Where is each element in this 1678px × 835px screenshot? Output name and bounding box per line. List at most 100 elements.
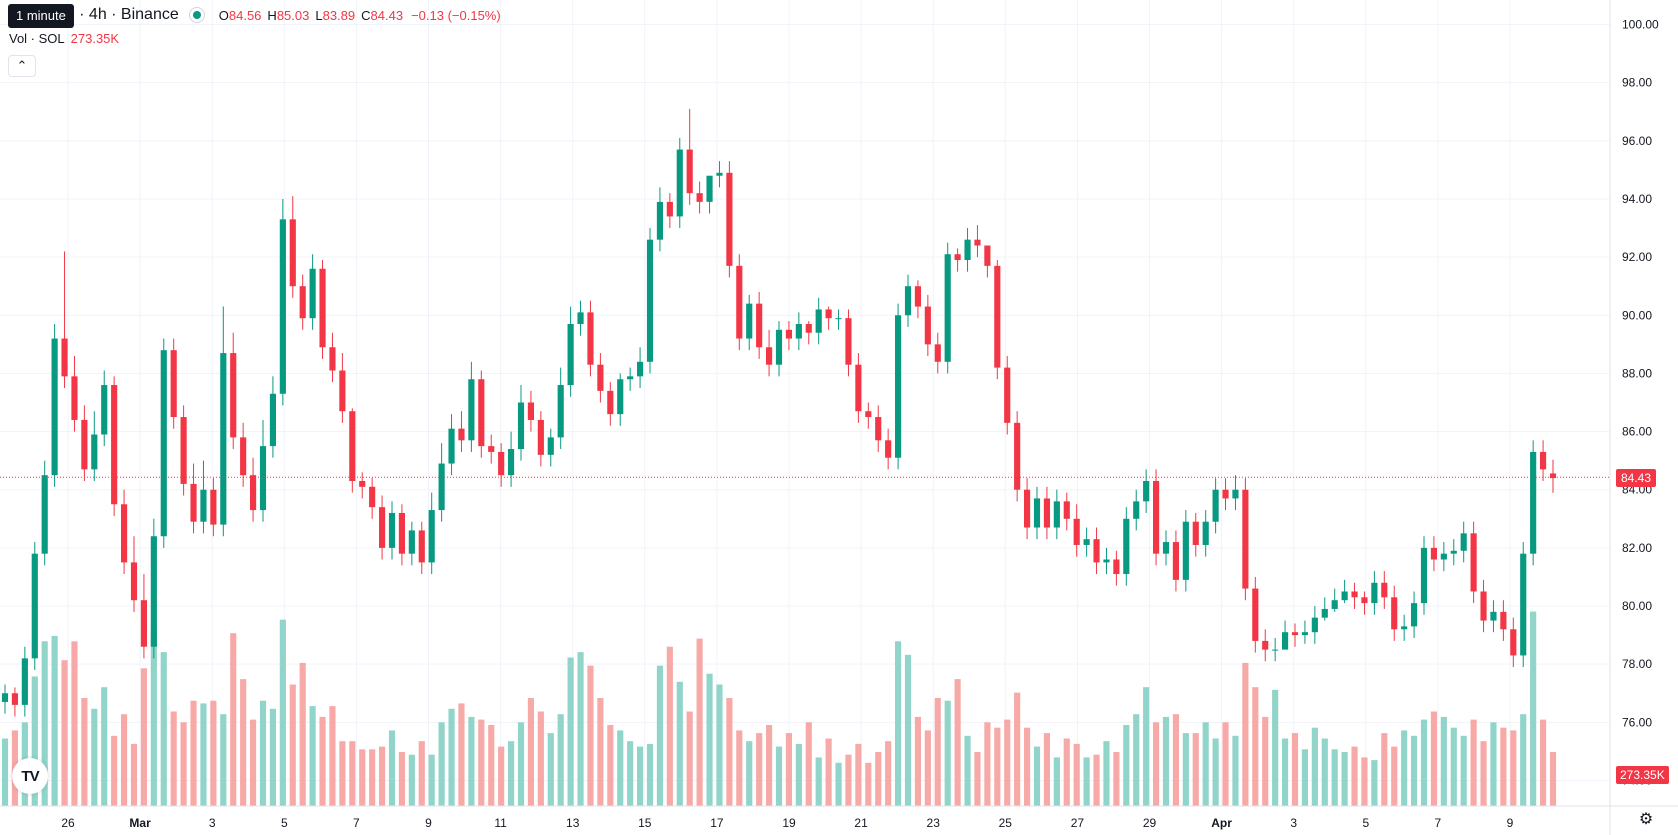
candle-body [1192,521,1199,545]
volume-bar [31,676,38,806]
volume-bar [656,665,663,806]
candle-body [21,658,28,705]
volume-bars [1,611,1557,806]
volume-bar [160,652,167,806]
low-key: L [315,7,323,23]
candle-body [974,239,981,246]
candle-body [61,338,68,377]
time-tick-label: 17 [710,816,724,830]
volume-bar [1520,714,1527,806]
time-tick-label: 7 [353,816,360,830]
open-value: 84.56 [228,7,262,23]
volume-bar [1311,727,1318,806]
volume-bar [1549,752,1557,806]
candle-body [329,347,336,371]
volume-bar [1321,738,1328,806]
candle-body [1321,608,1328,618]
volume-bar [726,698,733,806]
volume-bar [1162,716,1170,806]
candle-body [140,600,147,647]
candle-body [1549,473,1557,479]
candle-body [1291,632,1299,636]
candle-body [904,286,912,316]
candle-body [1123,518,1130,575]
candle-body [1490,611,1497,621]
candle-body [756,303,763,348]
volume-bar [121,714,128,806]
volume-label[interactable]: Vol · SOL [9,31,65,46]
volume-bar [895,641,902,806]
candle-body [964,239,971,261]
candle-body [11,693,18,705]
volume-bar [706,673,713,806]
time-axis[interactable]: 26 Mar 3 5 7 9 11 13 15 17 19 21 23 25 27 29 Apr 3 5 7 9 [0,805,1678,830]
price-tick-label: 76.00 [1622,715,1652,729]
candle-body [170,350,177,418]
candle-body [41,475,48,554]
candle-body [91,434,98,470]
candle-body [1182,521,1189,580]
candle-body [448,428,455,464]
volume-bar [1500,727,1507,806]
gear-icon[interactable]: ⚙ [1638,811,1654,828]
candle-body [468,379,475,441]
open-key: O [218,7,229,23]
volume-bar [468,716,475,806]
candle-body [1212,489,1219,522]
volume-bar [607,725,614,806]
candle-body [220,353,227,525]
volume-bar [1123,725,1130,806]
candle-body [240,437,247,476]
volume-bar [855,743,862,806]
time-tick-label: 3 [209,816,216,830]
volume-bar [666,646,673,806]
price-tick-label: 90.00 [1622,308,1652,322]
volume-bar [885,741,892,806]
volume-bar [408,754,415,806]
volume-bar [359,749,366,806]
candle-body [279,219,286,394]
volume-bar [696,638,703,806]
price-tick-label: 96.00 [1622,134,1652,148]
candle-body [627,376,634,380]
volume-bar [994,727,1001,806]
volume-bar [865,762,872,806]
candle-body [1470,533,1477,592]
candle-body [875,417,882,441]
candle-body [537,419,544,455]
tradingview-logo-icon[interactable]: TV [12,758,48,794]
volume-bar [1401,730,1408,806]
volume-bar [428,754,435,806]
volume-bar [1,738,9,806]
time-tick-label: Apr [1211,816,1232,830]
candle-body [527,402,534,420]
volume-bar [785,733,792,806]
volume-bar [438,722,445,806]
candle-body [557,385,564,438]
volume-value: 273.35K [70,31,120,46]
candle-body [1391,597,1398,630]
market-status-icon[interactable] [188,7,205,23]
candle-body [1520,553,1527,656]
candle-body [1043,498,1050,528]
collapse-legend-button[interactable]: ⌃ [8,55,36,77]
candle-body [567,324,574,386]
candle-body [865,411,872,418]
volume-bar [597,698,604,806]
price-axis[interactable]: 100.00 98.00 96.00 94.00 92.00 90.00 88.00 86.0… [1609,0,1659,835]
volume-bar [200,703,207,806]
candle-body [547,437,554,455]
candle-body [1411,603,1418,627]
time-tick-label: 3 [1290,816,1297,830]
volume-bar [924,730,931,806]
candle-body [299,286,306,319]
volume-legend: Vol · SOL 273.35K [9,31,119,46]
volume-bar [448,708,455,806]
last-price-label: 84.43 [1616,469,1657,487]
volume-bar [875,752,882,806]
price-tick-label: 88.00 [1622,366,1652,380]
volume-bar [299,662,306,806]
volume-bar [964,735,971,806]
time-tick-label: 11 [494,816,507,830]
